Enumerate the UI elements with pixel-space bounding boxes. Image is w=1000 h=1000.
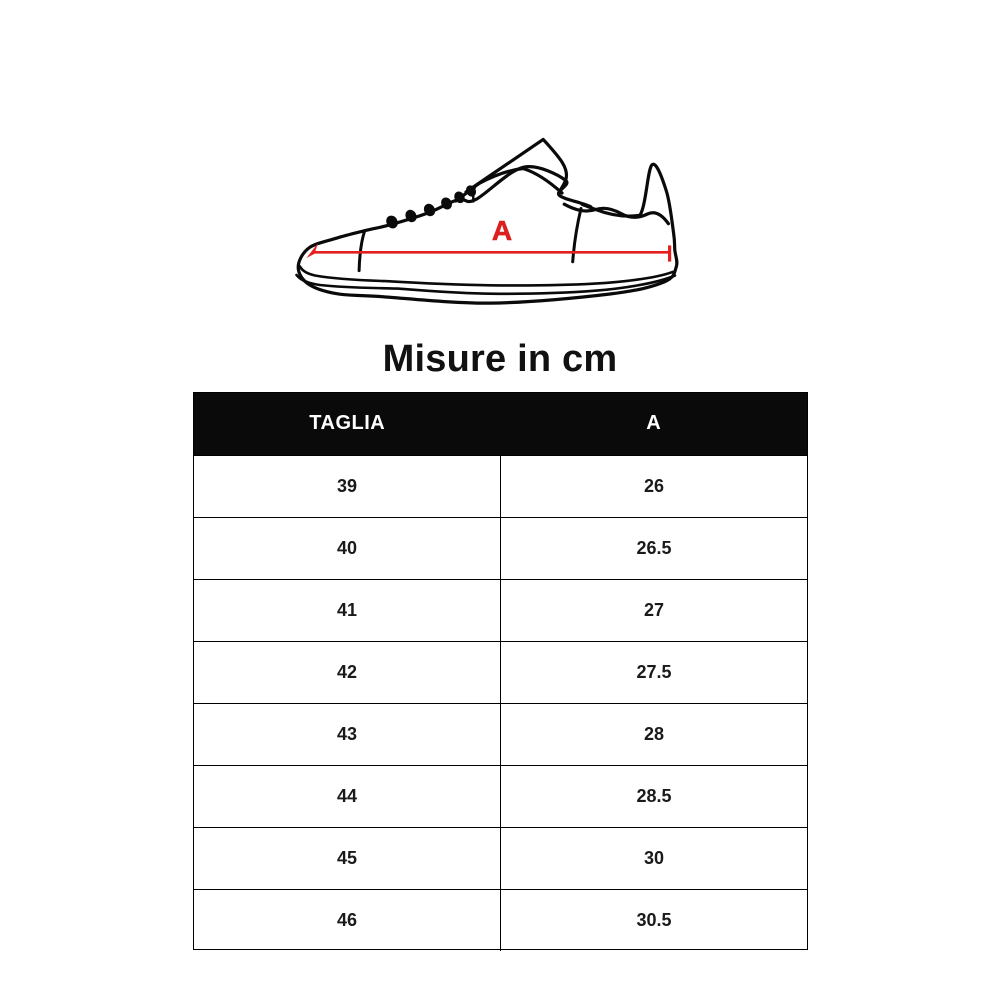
svg-text:A: A (492, 215, 512, 246)
